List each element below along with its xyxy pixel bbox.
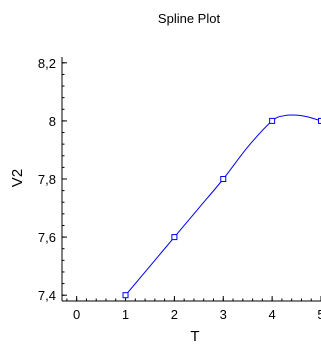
y-tick-label: 7,8 (38, 172, 56, 187)
y-tick-label: 8,2 (38, 56, 56, 71)
x-tick-label: 2 (171, 307, 178, 322)
x-tick-label: 4 (269, 307, 276, 322)
y-tick-label: 7,6 (38, 230, 56, 245)
spline-line (125, 114, 321, 296)
data-point (269, 117, 276, 124)
x-tick-label: 3 (220, 307, 227, 322)
data-point (220, 176, 227, 182)
plot-area: 0 1 2 3 4 5 7,4 7,6 7,8 8 8,2 (38, 56, 321, 322)
y-tick-label: 7,4 (38, 288, 56, 303)
data-point (171, 234, 178, 241)
x-axis-label: T (190, 328, 199, 345)
y-axis-label: V2 (9, 169, 26, 187)
x-tick-label: 5 (317, 307, 321, 322)
y-tick-label: 8 (49, 114, 56, 129)
x-tick-label: 0 (73, 307, 80, 322)
data-point (122, 292, 129, 299)
chart-title: Spline Plot (158, 11, 221, 26)
data-point (318, 117, 321, 124)
x-tick-label: 1 (122, 307, 129, 322)
